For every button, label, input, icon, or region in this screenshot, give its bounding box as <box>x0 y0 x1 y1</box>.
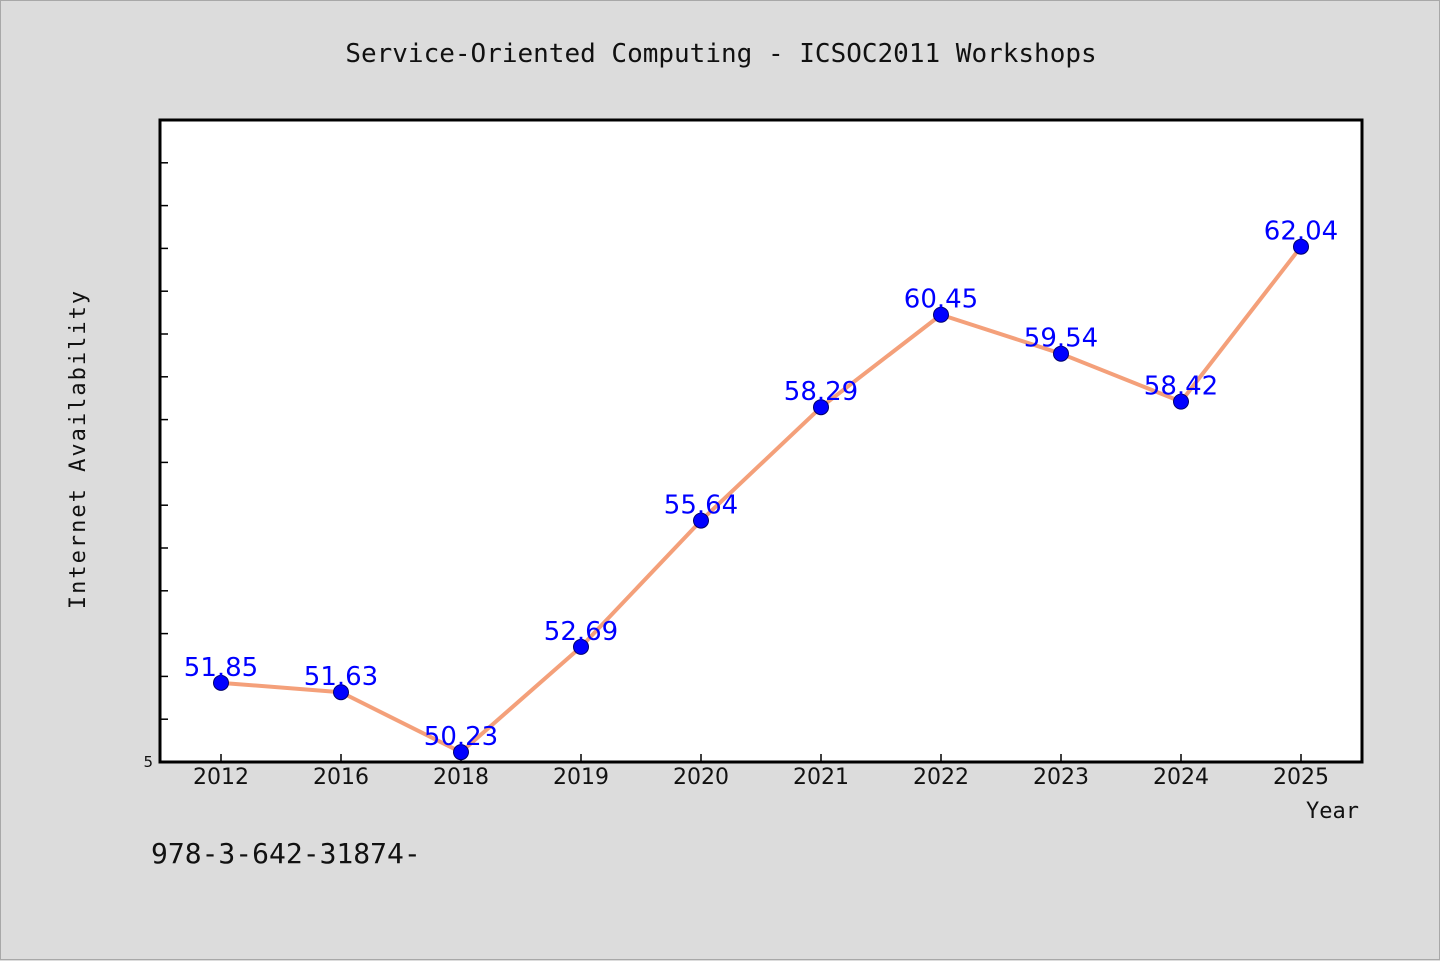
plot-area <box>158 118 1364 764</box>
data-label: 51.63 <box>304 662 378 692</box>
y-tick-label: 5 <box>143 753 153 771</box>
x-tick-label: 2021 <box>793 765 849 790</box>
footer-text: 978-3-642-31874- <box>151 837 421 870</box>
data-point <box>453 744 469 761</box>
data-point <box>1173 393 1189 410</box>
data-label: 60.45 <box>904 285 978 315</box>
data-label: 51.85 <box>184 653 258 683</box>
data-point <box>933 306 949 323</box>
data-label: 52.69 <box>544 617 618 647</box>
data-point <box>213 674 229 691</box>
x-tick-label: 2025 <box>1273 765 1329 790</box>
y-axis-ticks <box>160 162 168 763</box>
x-axis-label: Year <box>1306 799 1359 824</box>
x-axis-ticks: 2012 2016 2018 2019 2020 2021 2022 2023 2024 2025 <box>193 754 1329 790</box>
x-tick-label: 2020 <box>673 765 729 790</box>
data-label: 55.64 <box>664 491 738 521</box>
data-point <box>333 684 349 701</box>
x-tick-label: 2023 <box>1033 765 1089 790</box>
x-tick-label: 2024 <box>1153 765 1209 790</box>
data-labels: 51.85 51.63 50.23 52.69 55.64 58.29 60.45 59.54… <box>184 217 1338 752</box>
x-tick-label: 2016 <box>313 765 369 790</box>
data-label: 62.04 <box>1264 217 1338 247</box>
x-tick-label: 2018 <box>433 765 489 790</box>
data-label: 50.23 <box>424 722 498 752</box>
data-label: 58.29 <box>784 377 858 407</box>
data-point <box>573 638 589 655</box>
series-line <box>219 244 1303 755</box>
y-axis-label: Internet Availability <box>66 289 91 609</box>
data-label: 58.42 <box>1144 372 1218 402</box>
data-point <box>1053 345 1069 362</box>
series-markers <box>213 238 1309 761</box>
x-tick-label: 2012 <box>193 765 249 790</box>
chart-title: Service-Oriented Computing - ICSOC2011 W… <box>345 39 1096 69</box>
data-point <box>813 399 829 416</box>
x-tick-label: 2022 <box>913 765 969 790</box>
data-point <box>693 512 709 529</box>
data-label: 59.54 <box>1024 324 1098 354</box>
data-point <box>1293 238 1309 255</box>
x-tick-label: 2019 <box>553 765 609 790</box>
